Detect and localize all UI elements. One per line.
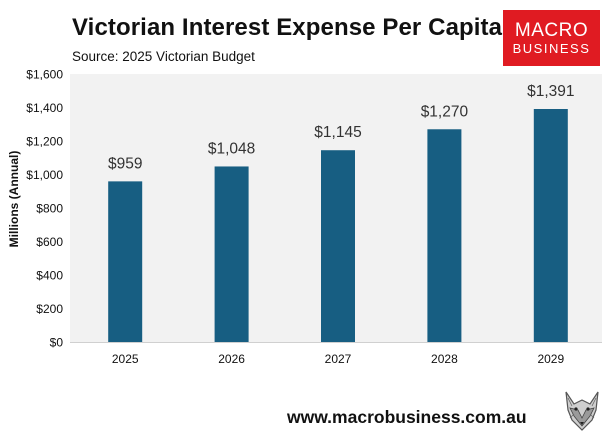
y-tick-label: $200 (36, 302, 63, 316)
bar (533, 109, 568, 342)
y-tick-label: $1,400 (26, 101, 63, 115)
y-tick-label: $400 (36, 269, 63, 283)
data-label: $1,145 (314, 124, 361, 141)
x-tick-label: 2029 (537, 352, 564, 366)
bar (427, 129, 462, 342)
footer-url: www.macrobusiness.com.au (287, 407, 527, 427)
bar (214, 166, 249, 342)
y-tick-label: $600 (36, 235, 63, 249)
x-tick-label: 2028 (431, 352, 458, 366)
y-tick-label: $1,000 (26, 168, 63, 182)
y-tick-label: $1,200 (26, 135, 63, 149)
data-label: $1,048 (208, 140, 255, 157)
logo-line-2: BUSINESS (512, 40, 591, 56)
y-tick-label: $0 (50, 336, 64, 350)
chart-source: Source: 2025 Victorian Budget (72, 49, 255, 64)
logo-line-1: MACRO (514, 19, 589, 41)
bar (108, 181, 143, 342)
x-tick-label: 2025 (112, 352, 139, 366)
chart-title: Victorian Interest Expense Per Capita (72, 14, 503, 41)
wolf-head-icon (560, 388, 604, 432)
bar (321, 150, 355, 342)
y-tick-label: $800 (36, 202, 63, 216)
data-label: $1,391 (527, 83, 574, 100)
y-tick-label: $1,600 (26, 68, 63, 82)
macrobusiness-logo: MACRO BUSINESS (503, 10, 600, 66)
x-tick-label: 2027 (325, 352, 352, 366)
data-label: $1,270 (421, 103, 469, 120)
data-label: $959 (108, 155, 142, 172)
x-tick-label: 2026 (218, 352, 245, 366)
